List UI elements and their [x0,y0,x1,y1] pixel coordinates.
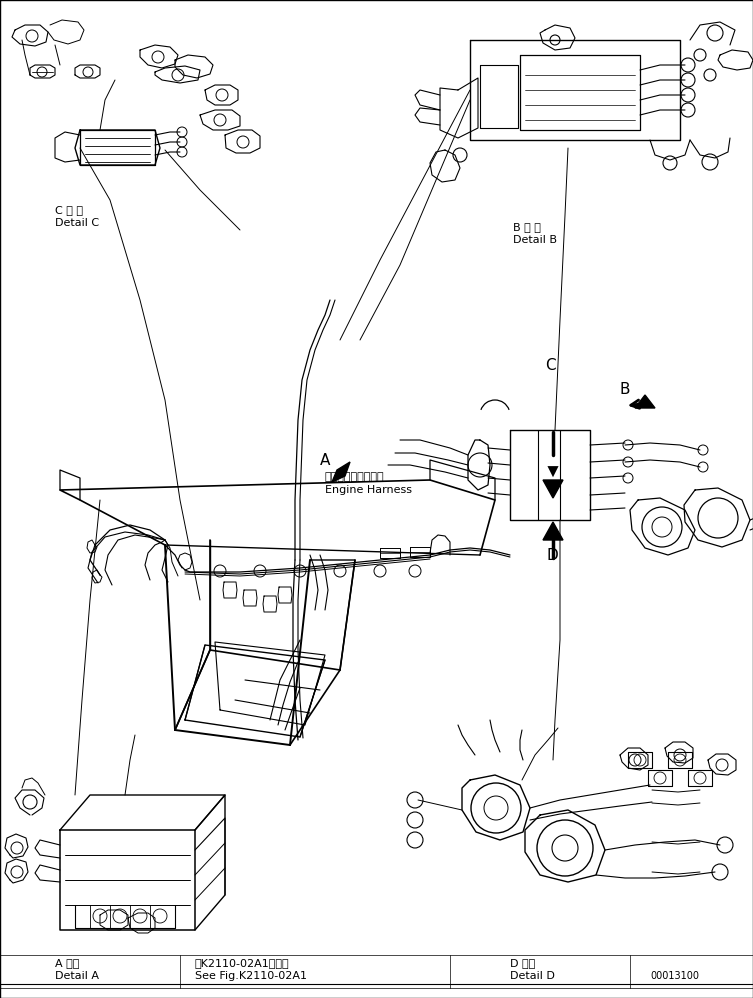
Polygon shape [635,395,655,408]
Polygon shape [543,522,563,540]
Polygon shape [543,480,563,498]
Text: B: B [620,382,630,397]
Text: Detail C: Detail C [55,218,99,228]
Text: A 詳細: A 詳細 [55,958,79,968]
Text: A: A [320,453,331,468]
Text: D: D [547,548,559,563]
Text: D 詳細: D 詳細 [510,958,535,968]
Polygon shape [332,462,350,482]
Text: Engine Harness: Engine Harness [325,485,412,495]
Text: C: C [545,358,556,373]
Text: C 詳 細: C 詳 細 [55,205,83,215]
Text: B 詳 細: B 詳 細 [513,222,541,232]
Text: Detail B: Detail B [513,235,557,245]
Text: 第K2110-02A1図参照: 第K2110-02A1図参照 [195,958,290,968]
Text: エンジンハーネスへ: エンジンハーネスへ [325,472,385,482]
Text: Detail A: Detail A [55,971,99,981]
Text: See Fig.K2110-02A1: See Fig.K2110-02A1 [195,971,307,981]
Text: Detail D: Detail D [510,971,555,981]
Text: 00013100: 00013100 [650,971,699,981]
